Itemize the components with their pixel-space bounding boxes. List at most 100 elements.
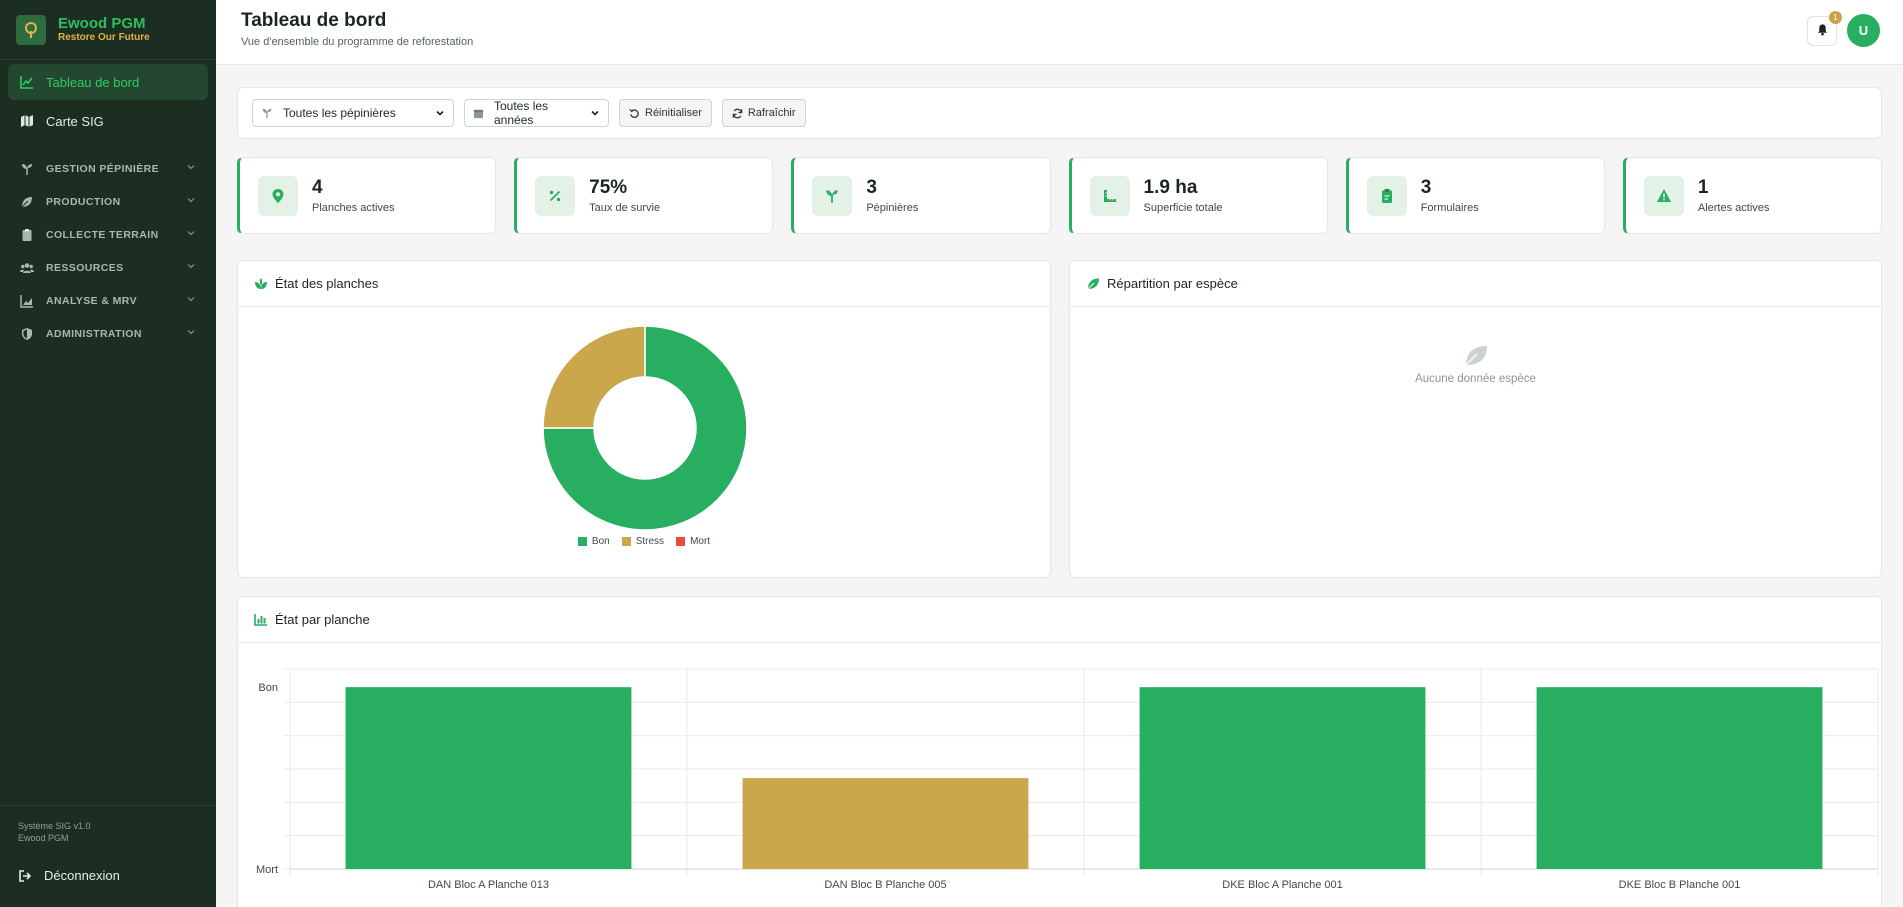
x-tick-label: DAN Bloc A Planche 013 (428, 879, 549, 891)
sidebar-footer: Système SIG v1.0 Ewood PGM Déconnexion (0, 805, 216, 907)
x-tick-label: DKE Bloc B Planche 001 (1619, 879, 1741, 891)
x-tick-label: DAN Bloc B Planche 005 (824, 879, 946, 891)
stat-cards: 4 Planches actives 75% Taux de survie (237, 157, 1883, 234)
stat-label: Superficie totale (1143, 202, 1223, 214)
donut-slice-stress[interactable] (542, 325, 646, 429)
undo-icon (629, 108, 640, 119)
bar[interactable] (345, 687, 632, 869)
legend-item[interactable]: Mort (676, 536, 710, 547)
chevron-down-icon (582, 108, 600, 118)
leaf-icon (20, 195, 34, 209)
map-icon (20, 114, 34, 128)
stat-label: Alertes actives (1697, 202, 1770, 214)
stat-card-nurseries: 3 Pépinières (791, 157, 1051, 234)
chart-line-icon (20, 75, 34, 89)
sidebar-group-label: PRODUCTION (46, 195, 121, 208)
refresh-button[interactable]: Rafraîchir (721, 99, 806, 127)
empty-state-text: Aucune donnée espèce (1415, 373, 1536, 385)
stat-card-forms: 3 Formulaires (1345, 157, 1605, 234)
warning-icon (1643, 175, 1684, 216)
year-select[interactable]: Toutes les années (464, 99, 609, 127)
sidebar-item-dashboard[interactable]: Tableau de bord (8, 64, 208, 100)
brand: Ewood PGM Restore Our Future (0, 0, 216, 60)
topbar: Tableau de bord Vue d'ensemble du progra… (216, 0, 1903, 65)
year-select-value: Toutes les années (494, 99, 549, 127)
stat-label: Pépinières (866, 202, 919, 214)
stat-value: 1.9 ha (1143, 177, 1198, 198)
chevron-down-icon (186, 294, 196, 307)
chart-bar-icon (254, 613, 268, 626)
leaf-icon (1086, 277, 1100, 290)
sidebar-group-administration[interactable]: ADMINISTRATION (8, 317, 208, 350)
filter-bar: Toutes les pépinières Toutes les années … (237, 87, 1882, 139)
stat-card-active-boards: 4 Planches actives (237, 157, 497, 234)
logout-button[interactable]: Déconnexion (18, 868, 198, 883)
sidebar-item-label: Carte SIG (46, 113, 104, 129)
stat-value: 3 (866, 177, 877, 198)
sidebar-group-nursery[interactable]: GESTION PÉPINIÈRE (8, 152, 208, 185)
card-header: État des planches (238, 261, 1050, 307)
chevron-down-icon (427, 108, 445, 118)
main-area: Tableau de bord Vue d'ensemble du progra… (216, 0, 1903, 907)
card-header: Répartition par espèce (1070, 261, 1881, 307)
nursery-select[interactable]: Toutes les pépinières (252, 99, 454, 127)
sidebar-group-label: ANALYSE & MRV (46, 294, 137, 307)
donut-slice-bon[interactable] (542, 325, 748, 531)
stat-label: Taux de survie (589, 202, 661, 214)
stat-value: 1 (1697, 177, 1709, 198)
leaf-icon (1070, 343, 1881, 367)
clipboard-icon (1366, 175, 1407, 216)
card-header: État par planche (238, 597, 1881, 643)
legend-label: Stress (635, 536, 665, 547)
stat-value: 3 (1420, 177, 1432, 198)
brand-name: Ewood PGM (58, 15, 146, 32)
brand-tagline: Restore Our Future (58, 32, 150, 43)
chevron-down-icon (186, 228, 196, 241)
notification-badge: 1 (1829, 11, 1842, 24)
bar[interactable] (742, 778, 1029, 869)
shield-icon (20, 327, 34, 341)
y-tick-label: Bon (258, 682, 278, 694)
bar[interactable] (1536, 687, 1823, 869)
empty-state: Aucune donnée espèce (1070, 307, 1881, 385)
card-title: État des planches (275, 276, 379, 291)
ruler-icon (1089, 175, 1130, 216)
seedling-icon (254, 277, 268, 290)
legend-label: Bon (591, 536, 610, 547)
clipboard-icon (20, 228, 34, 242)
sidebar-group-field-collection[interactable]: COLLECTE TERRAIN (8, 218, 208, 251)
seedling-icon (261, 107, 273, 119)
legend-item[interactable]: Stress (621, 536, 665, 547)
logout-icon (18, 869, 32, 883)
sidebar-group-label: GESTION PÉPINIÈRE (46, 162, 159, 175)
notifications-button[interactable]: 1 (1807, 11, 1842, 46)
sidebar: Ewood PGM Restore Our Future Tableau de … (0, 0, 216, 907)
reset-button[interactable]: Réinitialiser (619, 99, 712, 127)
legend-item[interactable]: Bon (577, 536, 610, 547)
card-title: État par planche (275, 612, 370, 627)
stat-card-active-alerts: 1 Alertes actives (1622, 157, 1883, 234)
sidebar-item-label: Tableau de bord (46, 74, 140, 90)
x-tick-label: DKE Bloc A Planche 001 (1222, 879, 1342, 891)
calendar-icon (473, 108, 484, 119)
sidebar-group-resources[interactable]: RESSOURCES (8, 251, 208, 284)
sidebar-group-production[interactable]: PRODUCTION (8, 185, 208, 218)
tree-logo-icon (16, 14, 46, 45)
sidebar-nav: Tableau de bord Carte SIG GESTION PÉPINI… (0, 60, 216, 354)
page-subtitle: Vue d'ensemble du programme de reforesta… (241, 36, 474, 48)
avatar[interactable]: U (1847, 14, 1880, 47)
bar[interactable] (1139, 687, 1426, 869)
sidebar-group-analysis[interactable]: ANALYSE & MRV (8, 284, 208, 317)
sidebar-item-gis-map[interactable]: Carte SIG (8, 103, 208, 139)
y-tick-label: Mort (256, 864, 278, 876)
users-icon (20, 261, 34, 275)
legend-swatch (577, 537, 587, 546)
map-pin-icon (258, 175, 298, 216)
sidebar-group-label: ADMINISTRATION (46, 327, 142, 340)
stat-value: 4 (312, 177, 323, 198)
stat-value: 75% (589, 177, 628, 198)
stat-card-survival-rate: 75% Taux de survie (514, 157, 774, 234)
chart-area-icon (20, 294, 34, 308)
status-by-board-card: État par planche Mort Bon DAN Bloc A Planc… (237, 596, 1882, 907)
refresh-label: Rafraîchir (747, 107, 796, 119)
